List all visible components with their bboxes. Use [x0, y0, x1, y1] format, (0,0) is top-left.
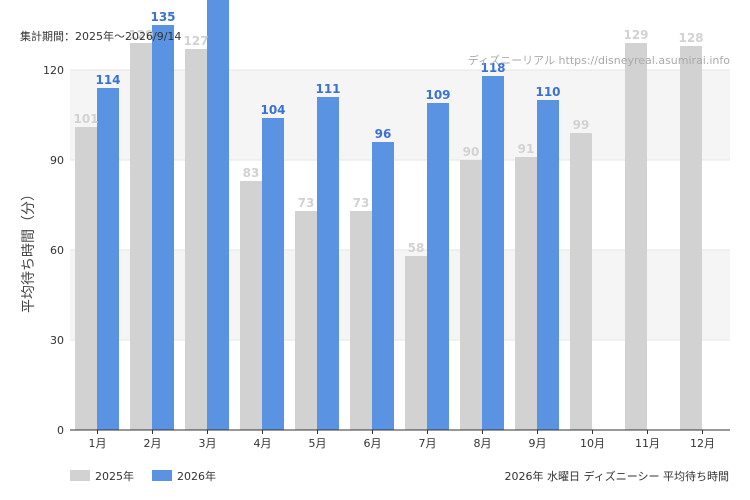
grid-band — [70, 250, 730, 340]
data-label-2025-10: 99 — [573, 118, 590, 132]
legend-swatch-2025 — [70, 470, 90, 481]
bar-2025-6 — [350, 211, 372, 430]
y-tick-label: 0 — [57, 424, 64, 437]
x-tick-label: 5月 — [309, 437, 327, 450]
chart-subtitle: 2026年 水曜日 ディズニーシー 平均待ち時間 — [505, 469, 730, 483]
grid-bands — [70, 70, 730, 340]
bar-2025-11 — [625, 43, 647, 430]
data-labels: 101 129 127 83 73 73 58 90 91 99 129 128 114 135 104 11… — [73, 10, 703, 255]
grid-band — [70, 70, 730, 160]
y-axis-label: 平均待ち時間（分） — [21, 187, 37, 313]
bar-2025-8 — [460, 160, 482, 430]
data-label-2025-4: 83 — [243, 166, 260, 180]
bar-2025-12 — [680, 46, 702, 430]
bar-2025-10 — [570, 133, 592, 430]
y-tick-label: 60 — [50, 244, 64, 257]
x-tick-label: 4月 — [254, 437, 272, 450]
bar-2026-5 — [317, 97, 339, 430]
bar-2026-2 — [152, 25, 174, 430]
bar-2025-1 — [75, 127, 97, 430]
data-label-2026-9: 110 — [535, 85, 560, 99]
bar-2025-5 — [295, 211, 317, 430]
x-tick-label: 9月 — [529, 437, 547, 450]
x-tick-label: 3月 — [199, 437, 217, 450]
y-tick-label: 30 — [50, 334, 64, 347]
data-label-2026-5: 111 — [315, 82, 340, 96]
x-tick-label: 6月 — [364, 437, 382, 450]
bar-2025-9 — [515, 157, 537, 430]
data-label-2025-2: 129 — [128, 28, 153, 42]
y-tick-label: 120 — [43, 64, 64, 77]
x-tick-label: 2月 — [144, 437, 162, 450]
bar-2025-3 — [185, 49, 207, 430]
x-tick-label: 8月 — [474, 437, 492, 450]
x-tick-label: 10月 — [580, 437, 605, 450]
bar-2026-7 — [427, 103, 449, 430]
period-text: 集計期間：2025年～2026/9/14 — [20, 29, 181, 43]
y-tick-label: 90 — [50, 154, 64, 167]
data-label-2025-1: 101 — [73, 112, 98, 126]
bar-2025-4 — [240, 181, 262, 430]
bar-2026-6 — [372, 142, 394, 430]
y-tick-labels: 0 30 60 90 120 — [43, 64, 64, 437]
data-label-2025-7: 58 — [408, 241, 425, 255]
bar-2026-4 — [262, 118, 284, 430]
legend: 2025年 2026年 — [70, 469, 216, 483]
data-label-2025-8: 90 — [463, 145, 480, 159]
gridlines — [70, 69, 730, 341]
data-label-2025-9: 91 — [518, 142, 535, 156]
bar-2026-3 — [207, 0, 229, 430]
bar-2026-8 — [482, 76, 504, 430]
bars — [75, 0, 702, 430]
data-label-2026-1: 114 — [95, 73, 120, 87]
bar-2026-1 — [97, 88, 119, 430]
bar-2025-2 — [130, 43, 152, 430]
legend-swatch-2026 — [152, 470, 172, 481]
data-label-2025-12: 128 — [678, 31, 703, 45]
bar-2025-7 — [405, 256, 427, 430]
watermark: ディズニーリアル https://disneyreal.asumirai.inf… — [468, 53, 730, 67]
x-tick-label: 1月 — [89, 437, 107, 450]
data-label-2026-2: 135 — [150, 10, 175, 24]
x-tick-labels: 1月 2月 3月 4月 5月 6月 7月 8月 9月 10月 11月 12月 — [89, 430, 715, 450]
x-tick-label: 12月 — [690, 437, 715, 450]
bar-2026-9 — [537, 100, 559, 430]
data-label-2026-6: 96 — [375, 127, 392, 141]
x-tick-label: 7月 — [419, 437, 437, 450]
data-label-2026-7: 109 — [425, 88, 450, 102]
data-label-2025-3: 127 — [183, 34, 208, 48]
legend-label-2025: 2025年 — [95, 469, 134, 483]
data-label-2026-8: 118 — [480, 61, 505, 75]
data-label-2025-11: 129 — [623, 28, 648, 42]
x-tick-label: 11月 — [635, 437, 660, 450]
data-label-2025-6: 73 — [353, 196, 370, 210]
data-label-2025-5: 73 — [298, 196, 315, 210]
legend-label-2026: 2026年 — [177, 469, 216, 483]
data-label-2026-4: 104 — [260, 103, 285, 117]
